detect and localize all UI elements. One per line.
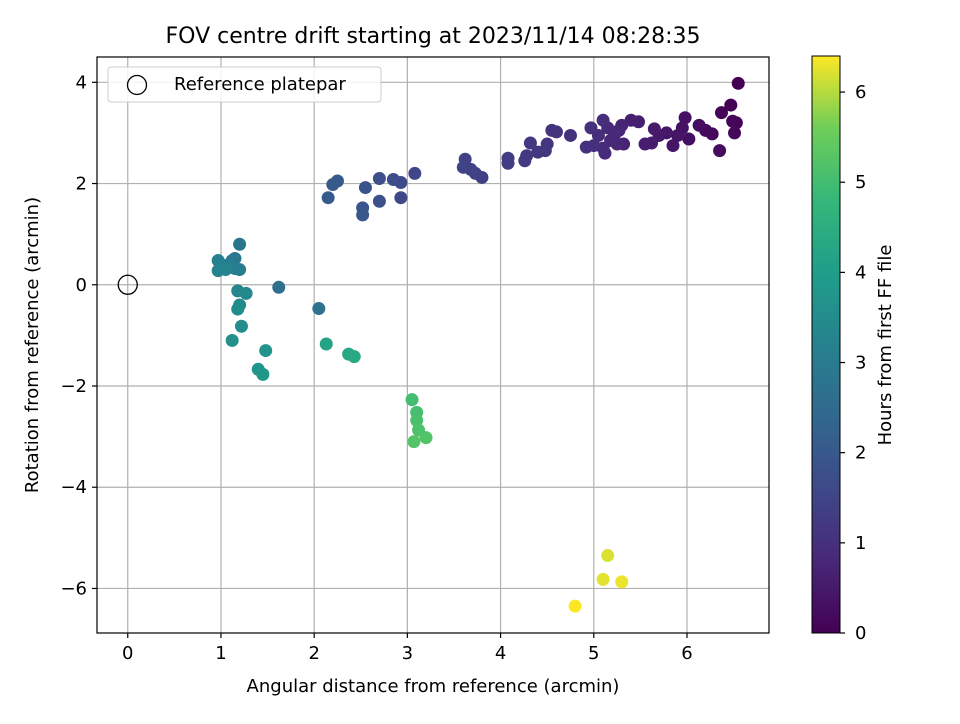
data-point bbox=[579, 140, 593, 154]
data-point bbox=[408, 166, 422, 180]
data-point bbox=[615, 575, 629, 589]
data-point bbox=[501, 151, 515, 165]
legend-marker-icon bbox=[126, 74, 148, 96]
data-point bbox=[714, 106, 728, 120]
colorbar: 0 1 2 3 4 5 6 Hours from first FF file bbox=[811, 55, 896, 644]
data-point bbox=[419, 431, 433, 445]
data-point bbox=[682, 132, 696, 146]
colorbar-label: Hours from first FF file bbox=[875, 245, 896, 446]
x-axis-label: Angular distance from reference (arcmin) bbox=[247, 676, 620, 697]
data-point bbox=[211, 253, 225, 267]
colorbar-ticks: 0 1 2 3 4 5 6 bbox=[840, 82, 866, 644]
data-point bbox=[545, 123, 559, 137]
legend-box bbox=[107, 66, 382, 103]
data-point bbox=[233, 237, 247, 251]
data-point bbox=[731, 76, 745, 90]
colorbar-tick-label: 3 bbox=[855, 353, 866, 374]
data-point bbox=[523, 136, 537, 150]
data-point bbox=[713, 144, 727, 158]
data-point bbox=[671, 128, 685, 142]
data-point bbox=[312, 302, 326, 316]
data-point bbox=[239, 286, 253, 300]
data-point bbox=[407, 435, 421, 449]
x-tick-label: 3 bbox=[402, 643, 413, 664]
colorbar-tick-label: 4 bbox=[855, 262, 866, 283]
y-tick-label: 0 bbox=[76, 275, 87, 296]
data-point bbox=[256, 367, 270, 381]
data-point bbox=[410, 413, 424, 427]
data-point bbox=[394, 191, 408, 205]
data-point bbox=[321, 191, 335, 205]
colorbar-tick-label: 2 bbox=[855, 443, 866, 464]
legend-label: Reference platepar bbox=[174, 74, 346, 95]
data-point bbox=[584, 121, 598, 135]
data-point bbox=[272, 280, 286, 294]
data-point bbox=[724, 98, 738, 112]
data-point bbox=[568, 599, 582, 613]
data-point bbox=[563, 128, 577, 142]
x-tick-label: 5 bbox=[588, 643, 599, 664]
data-point bbox=[518, 154, 532, 168]
colorbar-gradient bbox=[811, 55, 841, 634]
data-point bbox=[666, 139, 680, 153]
data-point bbox=[596, 113, 610, 127]
data-point bbox=[601, 549, 615, 563]
data-points bbox=[211, 76, 745, 613]
data-point bbox=[692, 118, 706, 132]
data-point bbox=[386, 172, 400, 186]
data-point bbox=[647, 122, 661, 136]
colorbar-tick-label: 6 bbox=[855, 82, 866, 103]
x-tick-label: 4 bbox=[495, 643, 506, 664]
data-point bbox=[678, 111, 692, 125]
plot-frame bbox=[96, 56, 770, 634]
data-point bbox=[326, 178, 340, 192]
colorbar-tick-label: 5 bbox=[855, 172, 866, 193]
reference-point bbox=[117, 274, 138, 295]
data-point bbox=[372, 194, 386, 208]
data-point bbox=[234, 319, 248, 333]
x-tick-label: 2 bbox=[308, 643, 319, 664]
data-point bbox=[356, 208, 370, 222]
chart-title: FOV centre drift starting at 2023/11/14 … bbox=[166, 24, 701, 49]
y-tick-label: 4 bbox=[76, 72, 87, 93]
x-tick-label: 6 bbox=[681, 643, 692, 664]
data-point bbox=[405, 393, 419, 407]
data-point bbox=[729, 116, 743, 130]
data-point bbox=[596, 572, 610, 586]
y-axis-label: Rotation from reference (arcmin) bbox=[22, 197, 43, 493]
data-point bbox=[372, 171, 386, 185]
data-point bbox=[259, 344, 273, 358]
grid bbox=[97, 57, 769, 633]
legend: Reference platepar bbox=[107, 66, 382, 103]
data-point bbox=[358, 181, 372, 195]
y-tick-label: 2 bbox=[76, 174, 87, 195]
data-point bbox=[347, 350, 361, 364]
axis-ticks: 0 1 2 3 4 5 6 −6 −4 −2 0 2 4 bbox=[60, 72, 692, 664]
x-tick-label: 1 bbox=[215, 643, 226, 664]
data-point bbox=[531, 145, 545, 159]
x-tick-label: 0 bbox=[122, 643, 133, 664]
data-point bbox=[638, 137, 652, 151]
y-tick-label: −4 bbox=[60, 477, 87, 498]
data-point bbox=[319, 337, 333, 351]
reference-layer bbox=[117, 274, 138, 295]
y-tick-label: −6 bbox=[60, 578, 87, 599]
y-tick-label: −2 bbox=[60, 376, 87, 397]
colorbar-tick-label: 1 bbox=[855, 533, 866, 554]
data-point bbox=[728, 126, 742, 140]
colorbar-tick-label: 0 bbox=[855, 623, 866, 644]
data-point bbox=[225, 333, 239, 347]
data-point bbox=[231, 302, 245, 316]
data-point bbox=[219, 263, 233, 277]
data-point bbox=[456, 160, 470, 174]
